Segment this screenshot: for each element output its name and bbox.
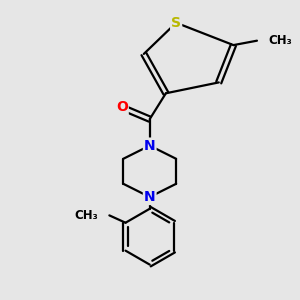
Text: N: N — [144, 139, 155, 153]
Text: N: N — [144, 190, 155, 204]
Text: S: S — [171, 16, 181, 30]
Text: CH₃: CH₃ — [74, 209, 98, 222]
Text: CH₃: CH₃ — [268, 34, 292, 47]
Text: O: O — [116, 100, 128, 114]
